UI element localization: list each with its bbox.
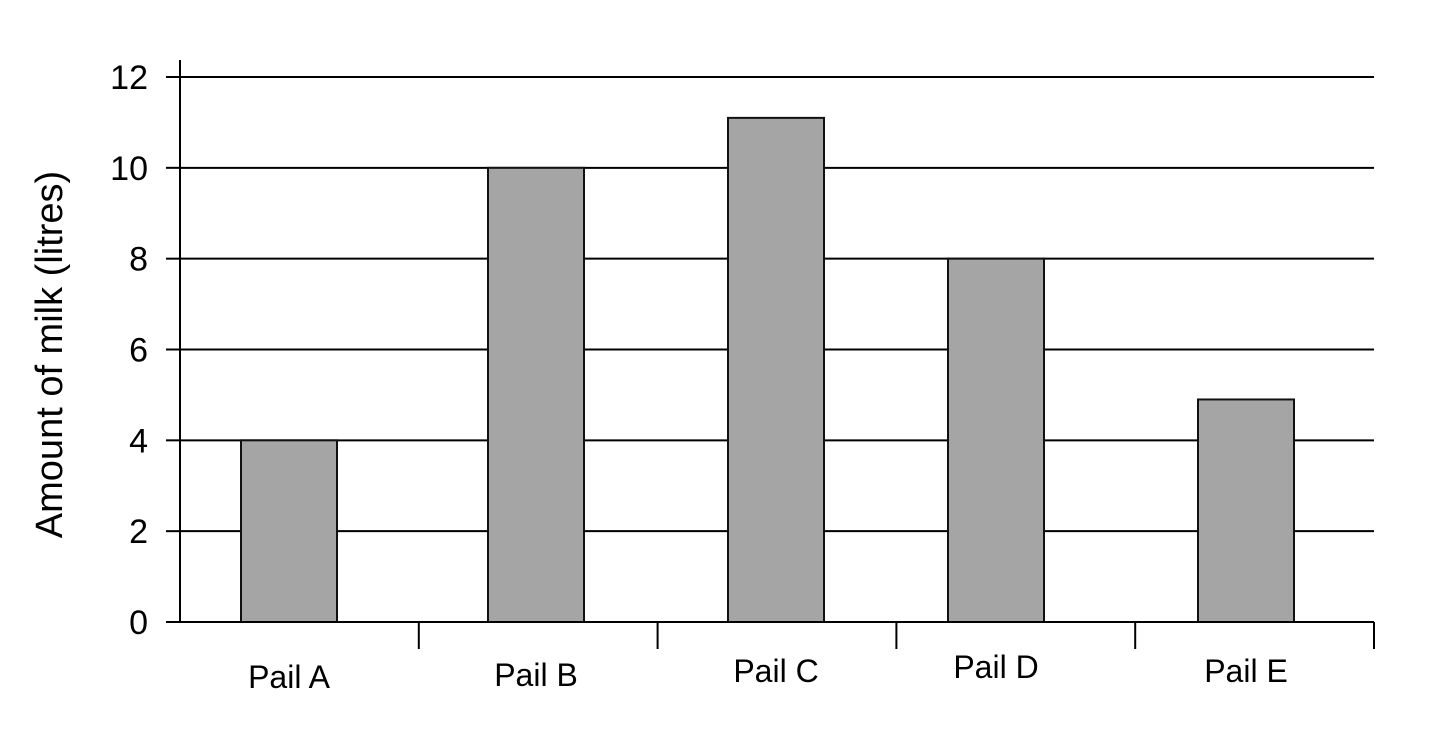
- y-tick-label: 4: [129, 422, 148, 460]
- x-tick-labels: Pail A Pail B Pail C Pail D Pail E: [248, 649, 1288, 695]
- bar-pail-a: [240, 439, 338, 624]
- x-tick-label: Pail C: [733, 653, 818, 689]
- bar-pail-e: [1197, 398, 1295, 624]
- x-tick-label: Pail D: [953, 649, 1038, 685]
- y-tick-label: 8: [129, 241, 148, 279]
- y-tick-label: 0: [129, 604, 148, 642]
- y-tick-label: 2: [129, 513, 148, 551]
- y-tick-label: 12: [110, 59, 148, 97]
- y-axis-title: Amount of milk (litres): [29, 171, 71, 538]
- x-tick-label: Pail E: [1204, 653, 1288, 689]
- x-ticks: [417, 622, 1375, 649]
- x-tick-label: Pail A: [248, 659, 330, 695]
- y-tick-label: 10: [110, 150, 148, 188]
- y-ticks: 0 2 4 6 8 10 12: [110, 59, 180, 642]
- x-tick-label: Pail B: [494, 657, 578, 693]
- bars: [240, 116, 1295, 624]
- axes: [179, 60, 1374, 623]
- y-tick-label: 6: [129, 332, 148, 370]
- bar-pail-c: [727, 116, 825, 623]
- bar-pail-d: [947, 257, 1045, 623]
- bar-pail-b: [487, 166, 585, 623]
